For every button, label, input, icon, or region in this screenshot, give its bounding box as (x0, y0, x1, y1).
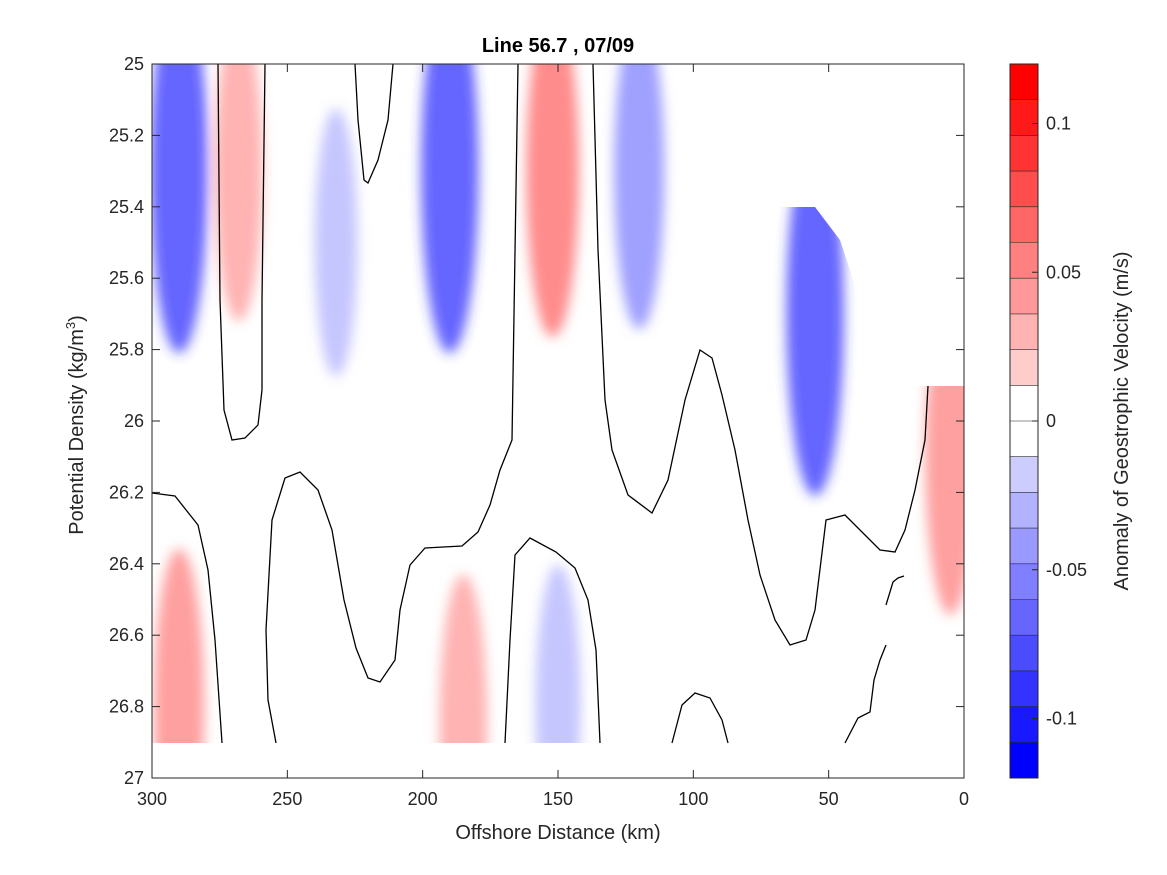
y-tick-label: 26.2 (109, 482, 144, 502)
field-blob (152, 64, 208, 354)
y-tick-label: 25.8 (109, 340, 144, 360)
chart-title: Line 56.7 , 07/09 (482, 35, 634, 57)
colorbar-swatch (1010, 242, 1038, 279)
x-tick-label: 50 (819, 789, 839, 809)
y-axis: 25 25.2 25.4 25.6 25.8 26 26.2 26.4 26.6 26.8 27 (109, 54, 964, 788)
zero-contour (885, 575, 905, 606)
colorbar-swatch (1010, 349, 1038, 386)
colorbar-tick-label: 0 (1046, 411, 1056, 431)
zero-contour (844, 644, 887, 744)
zero-contour (265, 64, 519, 744)
colorbar-tick-label: -0.05 (1046, 560, 1087, 580)
field-blob (439, 574, 488, 778)
colorbar-swatch (1010, 313, 1038, 351)
colorbar-swatch (1010, 742, 1038, 779)
zero-contour (152, 492, 223, 744)
colorbar-tick-label: -0.1 (1046, 709, 1077, 729)
field-blob (420, 64, 479, 354)
y-axis-label: Potential Density (kg/m3) (63, 315, 88, 535)
y-tick-label: 26.4 (109, 554, 144, 574)
colorbar-swatch (1010, 456, 1038, 493)
y-axis-label-main: Potential Density (kg/m (66, 329, 88, 535)
colorbar-tick-label: 0.05 (1046, 262, 1081, 282)
zero-contour (592, 64, 929, 646)
zero-contour (671, 692, 729, 744)
y-tick-label: 25.6 (109, 268, 144, 288)
x-tick-label: 300 (137, 789, 167, 809)
colorbar-label: Anomaly of Geostrophic Velocity (m/s) (1111, 251, 1133, 590)
x-tick-label: 200 (408, 789, 438, 809)
field-blob (314, 108, 358, 377)
colorbar-swatch (1010, 528, 1038, 565)
y-axis-label-superscript: 3 (63, 322, 78, 329)
colorbar (1010, 63, 1038, 779)
x-axis-label: Offshore Distance (km) (455, 822, 660, 844)
field-blob (153, 548, 205, 778)
y-tick-label: 25 (124, 54, 144, 74)
zero-contours (152, 64, 929, 744)
y-tick-label: 27 (124, 768, 144, 788)
x-tick-label: 100 (678, 789, 708, 809)
colorbar-ticks: 0.1 0.05 0 -0.05 -0.1 (1032, 114, 1087, 729)
colorbar-swatch (1010, 635, 1038, 672)
colorbar-swatch (1010, 99, 1038, 136)
y-tick-label: 26.8 (109, 697, 144, 717)
colorbar-swatch (1010, 492, 1038, 529)
x-tick-label: 250 (272, 789, 302, 809)
colorbar-swatch (1010, 385, 1038, 422)
no-data-region (697, 64, 964, 386)
colorbar-swatch (1010, 135, 1038, 172)
zero-contour (354, 64, 394, 185)
y-axis-label-close: ) (66, 315, 88, 322)
colorbar-swatch (1010, 706, 1038, 743)
y-tick-label: 26.6 (109, 625, 144, 645)
y-tick-label: 25.2 (109, 125, 144, 145)
colorbar-swatch (1010, 563, 1038, 600)
colorbar-swatch (1010, 421, 1038, 458)
x-tick-label: 0 (959, 789, 969, 809)
field-blob (526, 64, 579, 338)
colorbar-swatch (1010, 599, 1038, 636)
y-tick-label: 25.4 (109, 197, 144, 217)
field-blob (614, 64, 665, 330)
colorbar-tick-label: 0.1 (1046, 114, 1071, 134)
zero-contour (504, 537, 601, 744)
y-tick-label: 26 (124, 411, 144, 431)
x-tick-label: 150 (543, 789, 573, 809)
colorbar-swatch (1010, 206, 1038, 243)
colorbar-swatch (1010, 171, 1038, 208)
x-axis: 300 250 200 150 100 50 0 (137, 64, 969, 809)
field-blob (214, 64, 263, 322)
colorbar-swatch (1010, 670, 1038, 708)
colorbar-swatch (1010, 64, 1038, 101)
field-blob (535, 564, 581, 778)
colorbar-swatch (1010, 278, 1038, 315)
zero-contour (217, 64, 266, 441)
